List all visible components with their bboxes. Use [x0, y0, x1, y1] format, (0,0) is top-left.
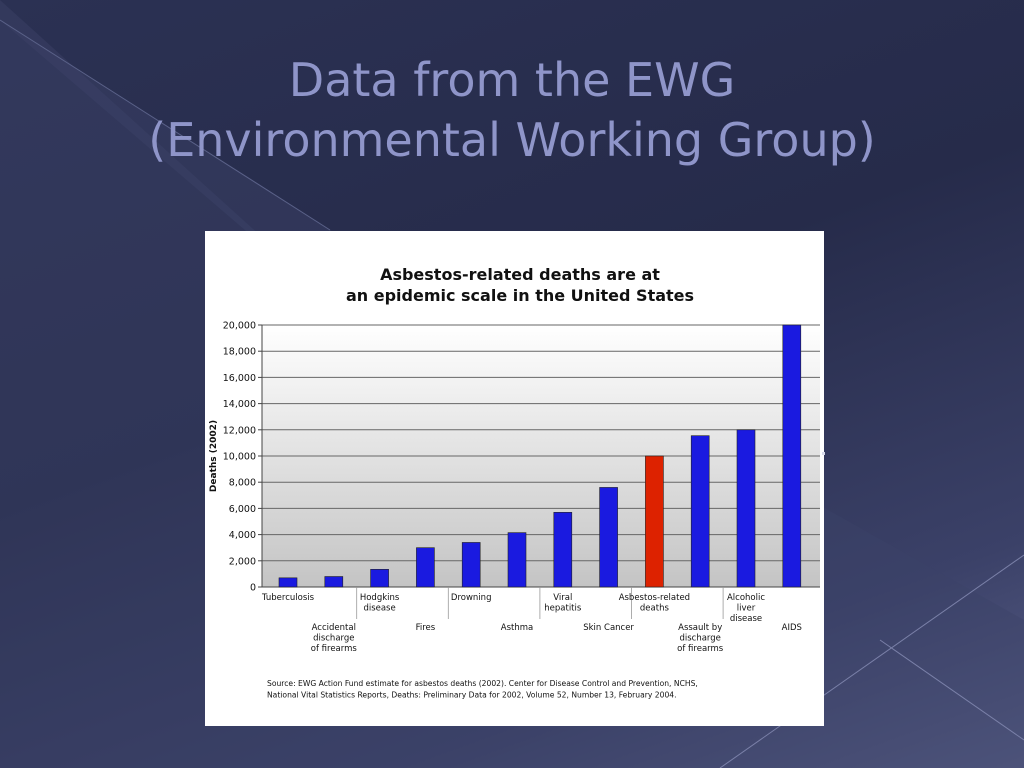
category-label: AIDS [782, 623, 802, 633]
source-note-line: Source: EWG Action Fund estimate for asb… [267, 679, 698, 688]
bar [782, 324, 802, 588]
category-label: disease [730, 614, 762, 624]
category-label: Drowning [451, 593, 492, 603]
y-tick-label: 12,000 [223, 425, 256, 436]
category-label: Assault by [678, 623, 722, 633]
bar [278, 577, 298, 588]
bar [416, 547, 435, 588]
category-label: Accidental [312, 623, 356, 633]
category-label: deaths [640, 604, 670, 614]
y-axis-label: Deaths (2002) [209, 420, 219, 492]
category-label: of firearms [311, 644, 358, 654]
category-label: Fires [416, 623, 436, 633]
category-label: of firearms [677, 644, 724, 654]
y-tick-label: 14,000 [223, 399, 256, 410]
y-tick-label: 8,000 [229, 478, 256, 489]
slide-title-line-1: Data from the EWG [288, 53, 736, 107]
category-label: discharge [313, 634, 354, 644]
chart-title-line: Asbestos-related deaths are at [380, 265, 660, 284]
category-label: Hodgkins [360, 593, 400, 603]
source-note-line: National Vital Statistics Reports, Death… [267, 691, 677, 700]
y-tick-label: 2,000 [229, 556, 256, 567]
y-tick-label: 10,000 [223, 452, 256, 463]
bar [690, 435, 710, 588]
category-label: Skin Cancer [583, 623, 634, 633]
bar [645, 455, 664, 588]
category-label: disease [363, 604, 395, 614]
category-label: Viral [553, 593, 572, 603]
y-tick-label: 20,000 [223, 321, 256, 332]
bar [599, 487, 618, 588]
chart-title-line: an epidemic scale in the United States [346, 286, 694, 305]
bar [736, 429, 756, 588]
bar [507, 532, 527, 588]
category-label: Asbestos-related [619, 593, 690, 603]
slide-title-line-2: (Environmental Working Group) [148, 113, 876, 167]
category-label: liver [737, 604, 756, 614]
bar [553, 512, 573, 588]
slide-title: Data from the EWG (Environmental Working… [0, 50, 1024, 170]
y-tick-label: 18,000 [223, 347, 256, 358]
y-tick-label: 16,000 [223, 373, 256, 384]
bar [370, 569, 389, 588]
category-label: Asthma [501, 623, 533, 633]
category-label: Tuberculosis [261, 593, 315, 603]
bar [324, 576, 344, 588]
bar [461, 542, 481, 588]
bar-chart: Asbestos-related deaths are at an epidemi… [209, 265, 820, 700]
y-tick-label: 6,000 [229, 504, 256, 515]
category-label: hepatitis [544, 604, 582, 614]
category-label: discharge [679, 634, 720, 644]
stray-dot [822, 452, 825, 455]
y-tick-label: 0 [250, 583, 256, 594]
category-label: Alcoholic [727, 593, 765, 603]
y-tick-label: 4,000 [229, 530, 256, 541]
chart-panel: Asbestos-related deaths are at an epidemi… [205, 231, 824, 726]
